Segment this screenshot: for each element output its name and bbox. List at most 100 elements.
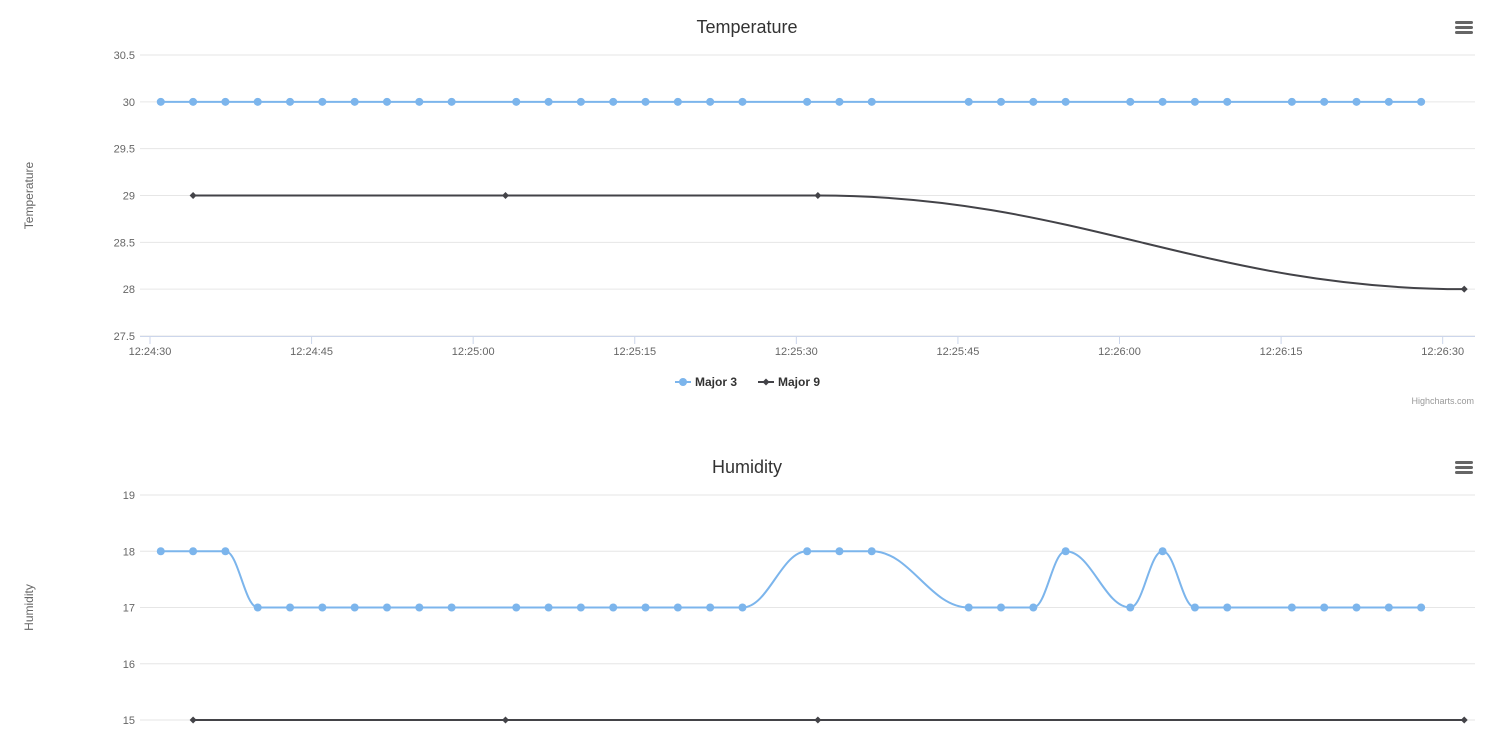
humidity-data-point[interactable] xyxy=(350,603,359,612)
temperature-data-point[interactable] xyxy=(1384,97,1393,106)
temperature-chart-svg: Temperature 27.5 28 28.5 29 29.5 30 30.5 Tempera… xyxy=(22,17,1477,406)
humidity-data-point[interactable] xyxy=(1384,603,1393,612)
humidity-data-point[interactable] xyxy=(835,547,844,556)
humidity-data-point[interactable] xyxy=(1190,603,1199,612)
humidity-y-tick-label: 19 xyxy=(123,490,135,502)
humidity-data-point[interactable] xyxy=(1223,603,1232,612)
humidity-data-point[interactable] xyxy=(382,603,391,612)
temperature-data-point[interactable] xyxy=(1320,97,1329,106)
humidity-data-point[interactable] xyxy=(156,547,165,556)
humidity-data-point[interactable] xyxy=(1320,603,1329,612)
temperature-data-point[interactable] xyxy=(997,97,1006,106)
temperature-x-tick-label: 12:26:15 xyxy=(1260,346,1303,358)
humidity-data-point[interactable] xyxy=(1352,603,1361,612)
humidity-data-point[interactable] xyxy=(253,603,262,612)
humidity-data-point[interactable] xyxy=(512,603,521,612)
humidity-data-point[interactable] xyxy=(1417,603,1426,612)
hamburger-menu-icon[interactable] xyxy=(1451,457,1477,481)
temperature-data-point[interactable] xyxy=(1460,285,1468,293)
humidity-data-point[interactable] xyxy=(706,603,715,612)
temperature-data-point[interactable] xyxy=(835,97,844,106)
temperature-series-line xyxy=(193,194,1465,291)
temperature-series-major-3 xyxy=(156,97,1426,106)
temperature-data-point[interactable] xyxy=(803,97,812,106)
temperature-data-point[interactable] xyxy=(253,97,262,106)
humidity-data-point[interactable] xyxy=(1126,603,1135,612)
temperature-data-point[interactable] xyxy=(318,97,327,106)
temperature-data-point[interactable] xyxy=(1061,97,1070,106)
humidity-data-point[interactable] xyxy=(609,603,618,612)
temperature-data-point[interactable] xyxy=(415,97,424,106)
temperature-data-point[interactable] xyxy=(641,97,650,106)
temperature-data-point[interactable] xyxy=(609,97,618,106)
humidity-data-point[interactable] xyxy=(286,603,295,612)
humidity-data-point[interactable] xyxy=(1158,547,1167,556)
humidity-y-tick-label: 16 xyxy=(123,659,135,671)
humidity-data-point[interactable] xyxy=(814,716,822,724)
temperature-x-tick-label: 12:25:15 xyxy=(613,346,656,358)
temperature-data-point[interactable] xyxy=(576,97,585,106)
temperature-data-point[interactable] xyxy=(350,97,359,106)
menu-icon-bar-1 xyxy=(1455,461,1473,464)
temperature-data-point[interactable] xyxy=(738,97,747,106)
humidity-data-point[interactable] xyxy=(544,603,553,612)
legend-item-major-3[interactable]: Major 3 xyxy=(675,375,737,389)
humidity-data-point[interactable] xyxy=(318,603,327,612)
humidity-data-point[interactable] xyxy=(673,603,682,612)
temperature-data-point[interactable] xyxy=(382,97,391,106)
temperature-x-tick-label: 12:25:30 xyxy=(775,346,818,358)
legend-circle-marker xyxy=(679,378,687,386)
hamburger-menu-icon[interactable] xyxy=(1451,17,1477,41)
humidity-data-point[interactable] xyxy=(576,603,585,612)
temperature-data-point[interactable] xyxy=(512,97,521,106)
humidity-data-point[interactable] xyxy=(1287,603,1296,612)
temperature-data-point[interactable] xyxy=(1126,97,1135,106)
temperature-data-point[interactable] xyxy=(814,192,822,199)
temperature-data-point[interactable] xyxy=(189,192,197,199)
humidity-chart: Humidity 15 16 17 18 19 Humidity xyxy=(0,440,1499,745)
legend-item-major-9[interactable]: Major 9 xyxy=(758,375,820,389)
temperature-data-point[interactable] xyxy=(1158,97,1167,106)
temperature-data-point[interactable] xyxy=(544,97,553,106)
humidity-series-line xyxy=(160,550,1422,609)
legend-label[interactable]: Major 9 xyxy=(778,375,820,389)
temperature-data-point[interactable] xyxy=(673,97,682,106)
temperature-data-point[interactable] xyxy=(1287,97,1296,106)
menu-icon-bar-3 xyxy=(1455,31,1473,34)
humidity-data-point[interactable] xyxy=(964,603,973,612)
highcharts-credits[interactable]: Highcharts.com xyxy=(1411,396,1474,406)
temperature-data-point[interactable] xyxy=(501,192,509,199)
humidity-y-tick-label: 17 xyxy=(123,603,135,615)
humidity-data-point[interactable] xyxy=(447,603,456,612)
temperature-data-point[interactable] xyxy=(706,97,715,106)
legend-label[interactable]: Major 3 xyxy=(695,375,737,389)
humidity-data-point[interactable] xyxy=(867,547,876,556)
humidity-data-point[interactable] xyxy=(501,716,509,724)
temperature-data-point[interactable] xyxy=(221,97,230,106)
humidity-data-point[interactable] xyxy=(1460,716,1468,724)
humidity-data-point[interactable] xyxy=(641,603,650,612)
humidity-data-point[interactable] xyxy=(415,603,424,612)
temperature-data-point[interactable] xyxy=(286,97,295,106)
humidity-data-point[interactable] xyxy=(1061,547,1070,556)
temperature-data-point[interactable] xyxy=(867,97,876,106)
humidity-data-point[interactable] xyxy=(803,547,812,556)
humidity-data-point[interactable] xyxy=(189,547,198,556)
temperature-data-point[interactable] xyxy=(447,97,456,106)
temperature-data-point[interactable] xyxy=(1352,97,1361,106)
temperature-x-tick-label: 12:26:00 xyxy=(1098,346,1141,358)
temperature-data-point[interactable] xyxy=(1223,97,1232,106)
temperature-data-point[interactable] xyxy=(1190,97,1199,106)
temperature-legend: Major 3 Major 9 xyxy=(675,375,820,389)
temperature-data-point[interactable] xyxy=(156,97,165,106)
temperature-data-point[interactable] xyxy=(189,97,198,106)
temperature-data-point[interactable] xyxy=(1417,97,1426,106)
temperature-data-point[interactable] xyxy=(964,97,973,106)
humidity-data-point[interactable] xyxy=(221,547,230,556)
humidity-data-point[interactable] xyxy=(997,603,1006,612)
humidity-y-tick-label: 18 xyxy=(123,546,135,558)
temperature-data-point[interactable] xyxy=(1029,97,1038,106)
humidity-data-point[interactable] xyxy=(189,716,197,724)
humidity-data-point[interactable] xyxy=(1029,603,1038,612)
humidity-data-point[interactable] xyxy=(738,603,747,612)
